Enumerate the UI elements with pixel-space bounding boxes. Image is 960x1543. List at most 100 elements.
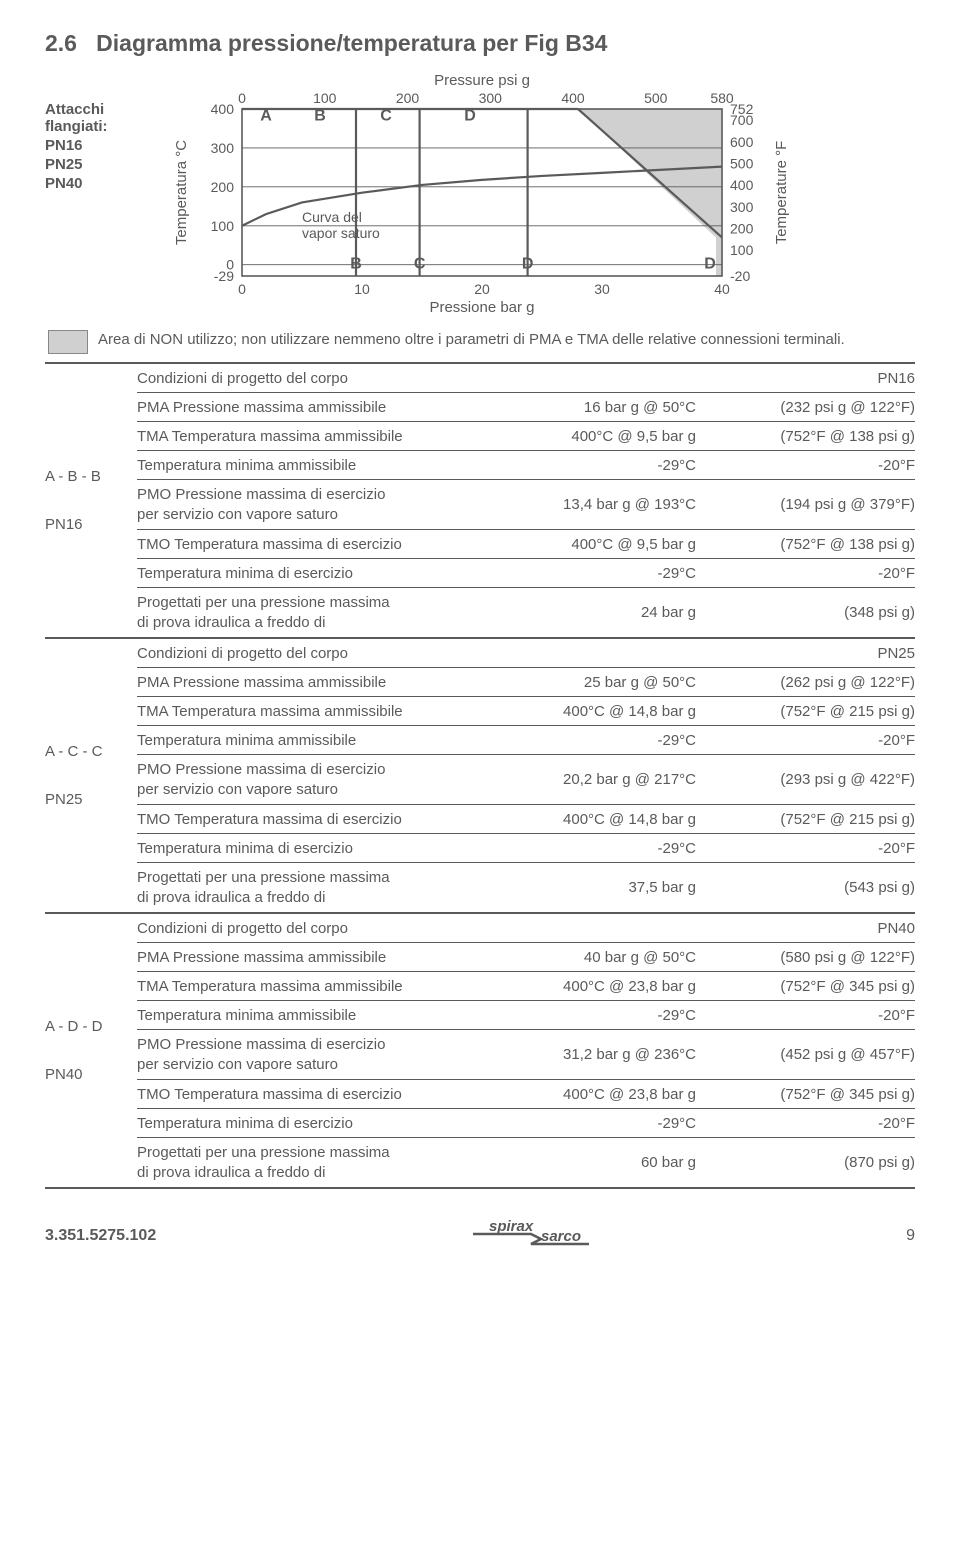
spec-body: Condizioni di progetto del corpoPN40PMA … [137,914,915,1187]
spec-value-2: (752°F @ 138 psi g) [710,536,915,553]
spec-row: PMA Pressione massima ammissibile40 bar … [137,943,915,971]
svg-text:Temperatura °C: Temperatura °C [173,140,190,245]
group-id: A - C - CPN25 [45,740,137,812]
spec-row: TMA Temperatura massima ammissibile400°C… [137,697,915,725]
svg-text:A: A [260,108,272,125]
spec-value-1: -29°C [515,1115,710,1132]
spec-value-1: 31,2 bar g @ 236°C [515,1046,710,1063]
spec-label: PMO Pressione massima di esercizio per s… [137,485,515,524]
section-title: 2.6 Diagramma pressione/temperatura per … [45,30,915,57]
svg-text:100: 100 [313,90,337,106]
spec-value-2: PN16 [710,370,915,387]
spec-label: Temperatura minima di esercizio [137,1115,515,1132]
svg-text:D: D [522,256,534,273]
svg-text:Curva delvapor saturo: Curva delvapor saturo [302,209,380,241]
svg-text:200: 200 [730,220,754,236]
spec-row: TMO Temperatura massima di esercizio400°… [137,1080,915,1108]
svg-text:D: D [464,108,476,125]
spec-value-2: (752°F @ 345 psi g) [710,978,915,995]
svg-text:C: C [414,256,426,273]
spec-row: Condizioni di progetto del corpoPN25 [137,639,915,667]
section-heading: Diagramma pressione/temperatura per Fig … [96,30,607,56]
spec-row: Progettati per una pressione massima di … [137,863,915,912]
spec-value-1: 400°C @ 14,8 bar g [515,703,710,720]
svg-text:100: 100 [730,242,754,258]
spec-label: Condizioni di progetto del corpo [137,370,515,387]
spec-label: PMA Pressione massima ammissibile [137,674,515,691]
svg-text:C: C [380,108,392,125]
spec-value-1: 400°C @ 9,5 bar g [515,536,710,553]
spec-value-2: (293 psi g @ 422°F) [710,771,915,788]
svg-text:400: 400 [730,177,754,193]
svg-text:spirax: spirax [489,1218,534,1235]
spec-row: Condizioni di progetto del corpo PN16 [137,364,915,392]
spec-value-2: -20°F [710,1115,915,1132]
spec-row: PMO Pressione massima di esercizio per s… [137,480,915,529]
spec-value-2: (752°F @ 138 psi g) [710,428,915,445]
spec-body: Condizioni di progetto del corpoPN25 PMA … [137,639,915,912]
legend-swatch [48,330,88,354]
spec-label: PMO Pressione massima di esercizio per s… [137,760,515,799]
legend-text: Area di NON utilizzo; non utilizzare nem… [98,330,915,350]
spec-row: Progettati per una pressione massima di … [137,1138,915,1187]
spec-value-2: -20°F [710,732,915,749]
spec-tables: A - B - BPN16 Condizioni di progetto del … [45,364,915,1189]
spec-value-1: 400°C @ 23,8 bar g [515,1086,710,1103]
spec-value-2: (262 psi g @ 122°F) [710,674,915,691]
spec-row: Temperatura minima ammissibile-29°C-20°F [137,1001,915,1029]
svg-text:600: 600 [730,134,754,150]
svg-text:200: 200 [211,179,235,195]
spec-label: Progettati per una pressione massima di … [137,1143,515,1182]
spec-label: PMA Pressione massima ammissibile [137,399,515,416]
spec-label: TMO Temperatura massima di esercizio [137,811,515,828]
svg-text:0: 0 [238,90,246,106]
spec-value-2: (752°F @ 215 psi g) [710,811,915,828]
footer-docnum: 3.351.5275.102 [45,1227,156,1245]
spec-value-1: 60 bar g [515,1154,710,1171]
spec-value-1: 24 bar g [515,604,710,621]
svg-text:580: 580 [710,90,734,106]
group-divider [45,1187,915,1189]
spec-value-2: (752°F @ 345 psi g) [710,1086,915,1103]
spec-row: Temperatura minima ammissibile-29°C-20°F [137,451,915,479]
svg-text:sarco: sarco [541,1228,581,1245]
spec-value-2: -20°F [710,840,915,857]
chart-container: -290100200300400-20100200300400500600700… [170,71,915,320]
flange-column: Attacchi flangiati: PN16 PN25 PN40 [45,71,150,194]
group-id-col: A - D - DPN40 [45,914,137,1187]
spec-value-2: -20°F [710,457,915,474]
group-id: A - B - BPN16 [45,465,137,537]
spec-value-2: (348 psi g) [710,604,915,621]
spec-label: TMA Temperatura massima ammissibile [137,978,515,995]
svg-text:-20: -20 [730,268,750,284]
section-number: 2.6 [45,30,77,56]
spec-value-2: PN25 [710,645,915,662]
spec-row: PMA Pressione massima ammissibile16 bar … [137,393,915,421]
spec-row: TMO Temperatura massima di esercizio400°… [137,805,915,833]
svg-text:D: D [704,256,716,273]
spec-body: Condizioni di progetto del corpo PN16 PMA … [137,364,915,637]
spec-row: TMO Temperatura massima di esercizio400°… [137,530,915,558]
spec-value-1: -29°C [515,840,710,857]
spec-value-1: 20,2 bar g @ 217°C [515,771,710,788]
spec-value-2: -20°F [710,1007,915,1024]
spec-value-1: -29°C [515,457,710,474]
svg-text:400: 400 [211,101,235,117]
spec-label: PMA Pressione massima ammissibile [137,949,515,966]
spec-value-2: (452 psi g @ 457°F) [710,1046,915,1063]
spec-label: Temperatura minima ammissibile [137,457,515,474]
svg-text:300: 300 [479,90,503,106]
flange-label: Attacchi flangiati: [45,101,150,135]
svg-text:Temperature °F: Temperature °F [773,141,790,245]
spec-row: TMA Temperatura massima ammissibile400°C… [137,422,915,450]
spec-value-1: -29°C [515,565,710,582]
spec-label: TMA Temperatura massima ammissibile [137,428,515,445]
flange-item: PN25 [45,156,150,173]
svg-text:500: 500 [730,155,754,171]
spec-label: Progettati per una pressione massima di … [137,593,515,632]
svg-text:200: 200 [396,90,420,106]
spec-row: PMO Pressione massima di esercizio per s… [137,1030,915,1079]
svg-text:0: 0 [238,281,246,297]
spec-row: Temperatura minima di esercizio-29°C-20°… [137,1109,915,1137]
spec-row: Condizioni di progetto del corpoPN40 [137,914,915,942]
